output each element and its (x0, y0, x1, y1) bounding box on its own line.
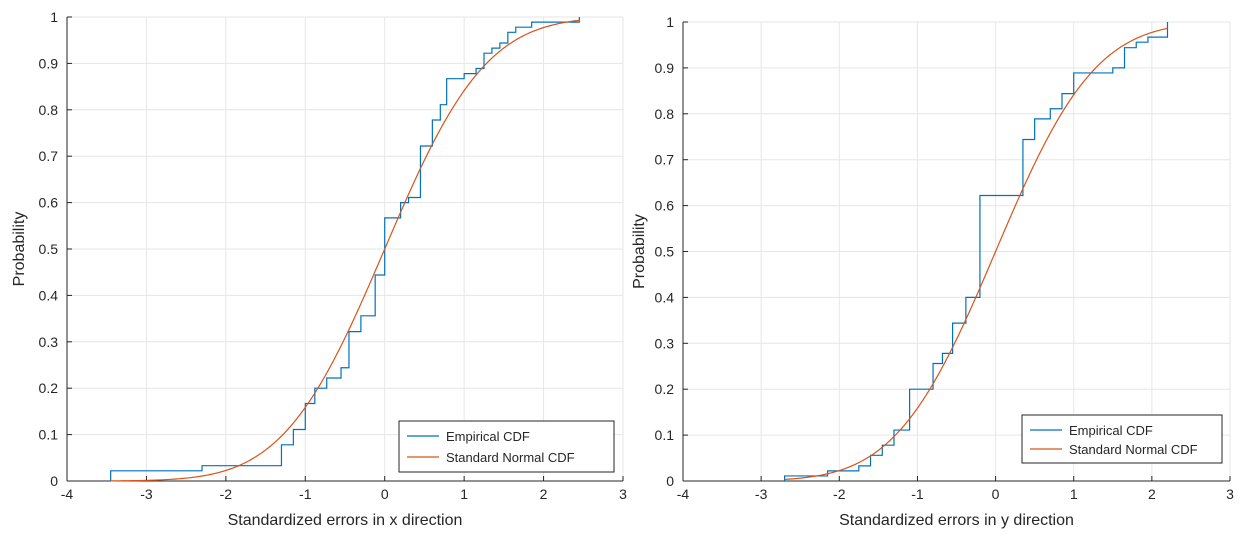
y-tick-label: 0.6 (39, 195, 59, 211)
empirical-cdf-line (783, 22, 1169, 481)
legend-box (1021, 414, 1223, 464)
x-tick-label: 1 (460, 486, 468, 502)
y-tick-label: 0.1 (39, 427, 59, 443)
y-axis-label: Probability (631, 214, 648, 289)
x-tick-label: 0 (992, 486, 1000, 502)
y-tick-label: 1 (666, 14, 674, 30)
x-tick-label: 2 (1148, 486, 1156, 502)
x-axis-label: Standardized errors in y direction (839, 512, 1074, 529)
y-tick-label: 0.5 (39, 241, 59, 257)
y-tick-label: 0.8 (655, 106, 675, 122)
y-tick-label: 0.2 (655, 381, 675, 397)
x-tick-label: -2 (220, 486, 233, 502)
y-tick-label: 0.4 (39, 287, 59, 303)
y-axis-label: Probability (11, 212, 28, 287)
legend-label: Standard Normal CDF (446, 450, 575, 465)
x-tick-label: -3 (755, 486, 768, 502)
y-tick-label: 0.1 (655, 427, 675, 443)
y-tick-label: 0.3 (39, 334, 59, 350)
legend-box (398, 420, 615, 473)
x-tick-label: -4 (61, 486, 74, 502)
y-tick-label: 0 (666, 473, 674, 489)
legend: Empirical CDF Standard Normal CDF (1021, 414, 1223, 464)
y-tick-label: 0.4 (655, 289, 675, 305)
normal-cdf-line (110, 19, 580, 482)
chart-panel-2: -4 -3 -2 -1 0 1 2 3 0 0.1 0.2 0.3 0.4 0.5 0.6 0.7 0.8 0.9… (631, 14, 1234, 529)
y-tick-label: 0.2 (39, 380, 59, 396)
y-tick-label: 1 (50, 9, 58, 25)
y-tick-label: 0.7 (655, 152, 675, 168)
y-tick-label: 0.9 (39, 55, 59, 71)
chart-panel-1: -4 -3 -2 -1 0 1 2 3 0 0.1 0.2 0.3 0.4 0.5 0.6 0.7 0.8 0.9… (11, 9, 627, 529)
y-tick-label: 0.9 (655, 60, 675, 76)
x-tick-label: -1 (299, 486, 312, 502)
legend-label: Empirical CDF (1069, 423, 1153, 438)
x-tick-label: 3 (619, 486, 627, 502)
y-tick-label: 0.7 (39, 148, 59, 164)
y-tick-label: 0.6 (655, 198, 675, 214)
x-axis-label: Standardized errors in x direction (228, 512, 463, 529)
x-tick-label: 0 (381, 486, 389, 502)
x-tick-label: -2 (833, 486, 846, 502)
y-tick-label: 0.5 (655, 244, 675, 260)
legend-label: Empirical CDF (446, 429, 530, 444)
x-tick-label: 1 (1070, 486, 1078, 502)
y-tick-label: 0.8 (39, 102, 59, 118)
y-tick-label: 0.3 (655, 335, 675, 351)
x-tick-label: 2 (540, 486, 548, 502)
y-tick-label: 0 (50, 473, 58, 489)
legend-label: Standard Normal CDF (1069, 442, 1198, 457)
x-tick-label: -3 (140, 486, 153, 502)
x-tick-label: 3 (1226, 486, 1234, 502)
legend: Empirical CDF Standard Normal CDF (398, 420, 615, 473)
normal-cdf-line (784, 27, 1168, 481)
x-tick-label: -4 (677, 486, 690, 502)
x-tick-label: -1 (911, 486, 924, 502)
